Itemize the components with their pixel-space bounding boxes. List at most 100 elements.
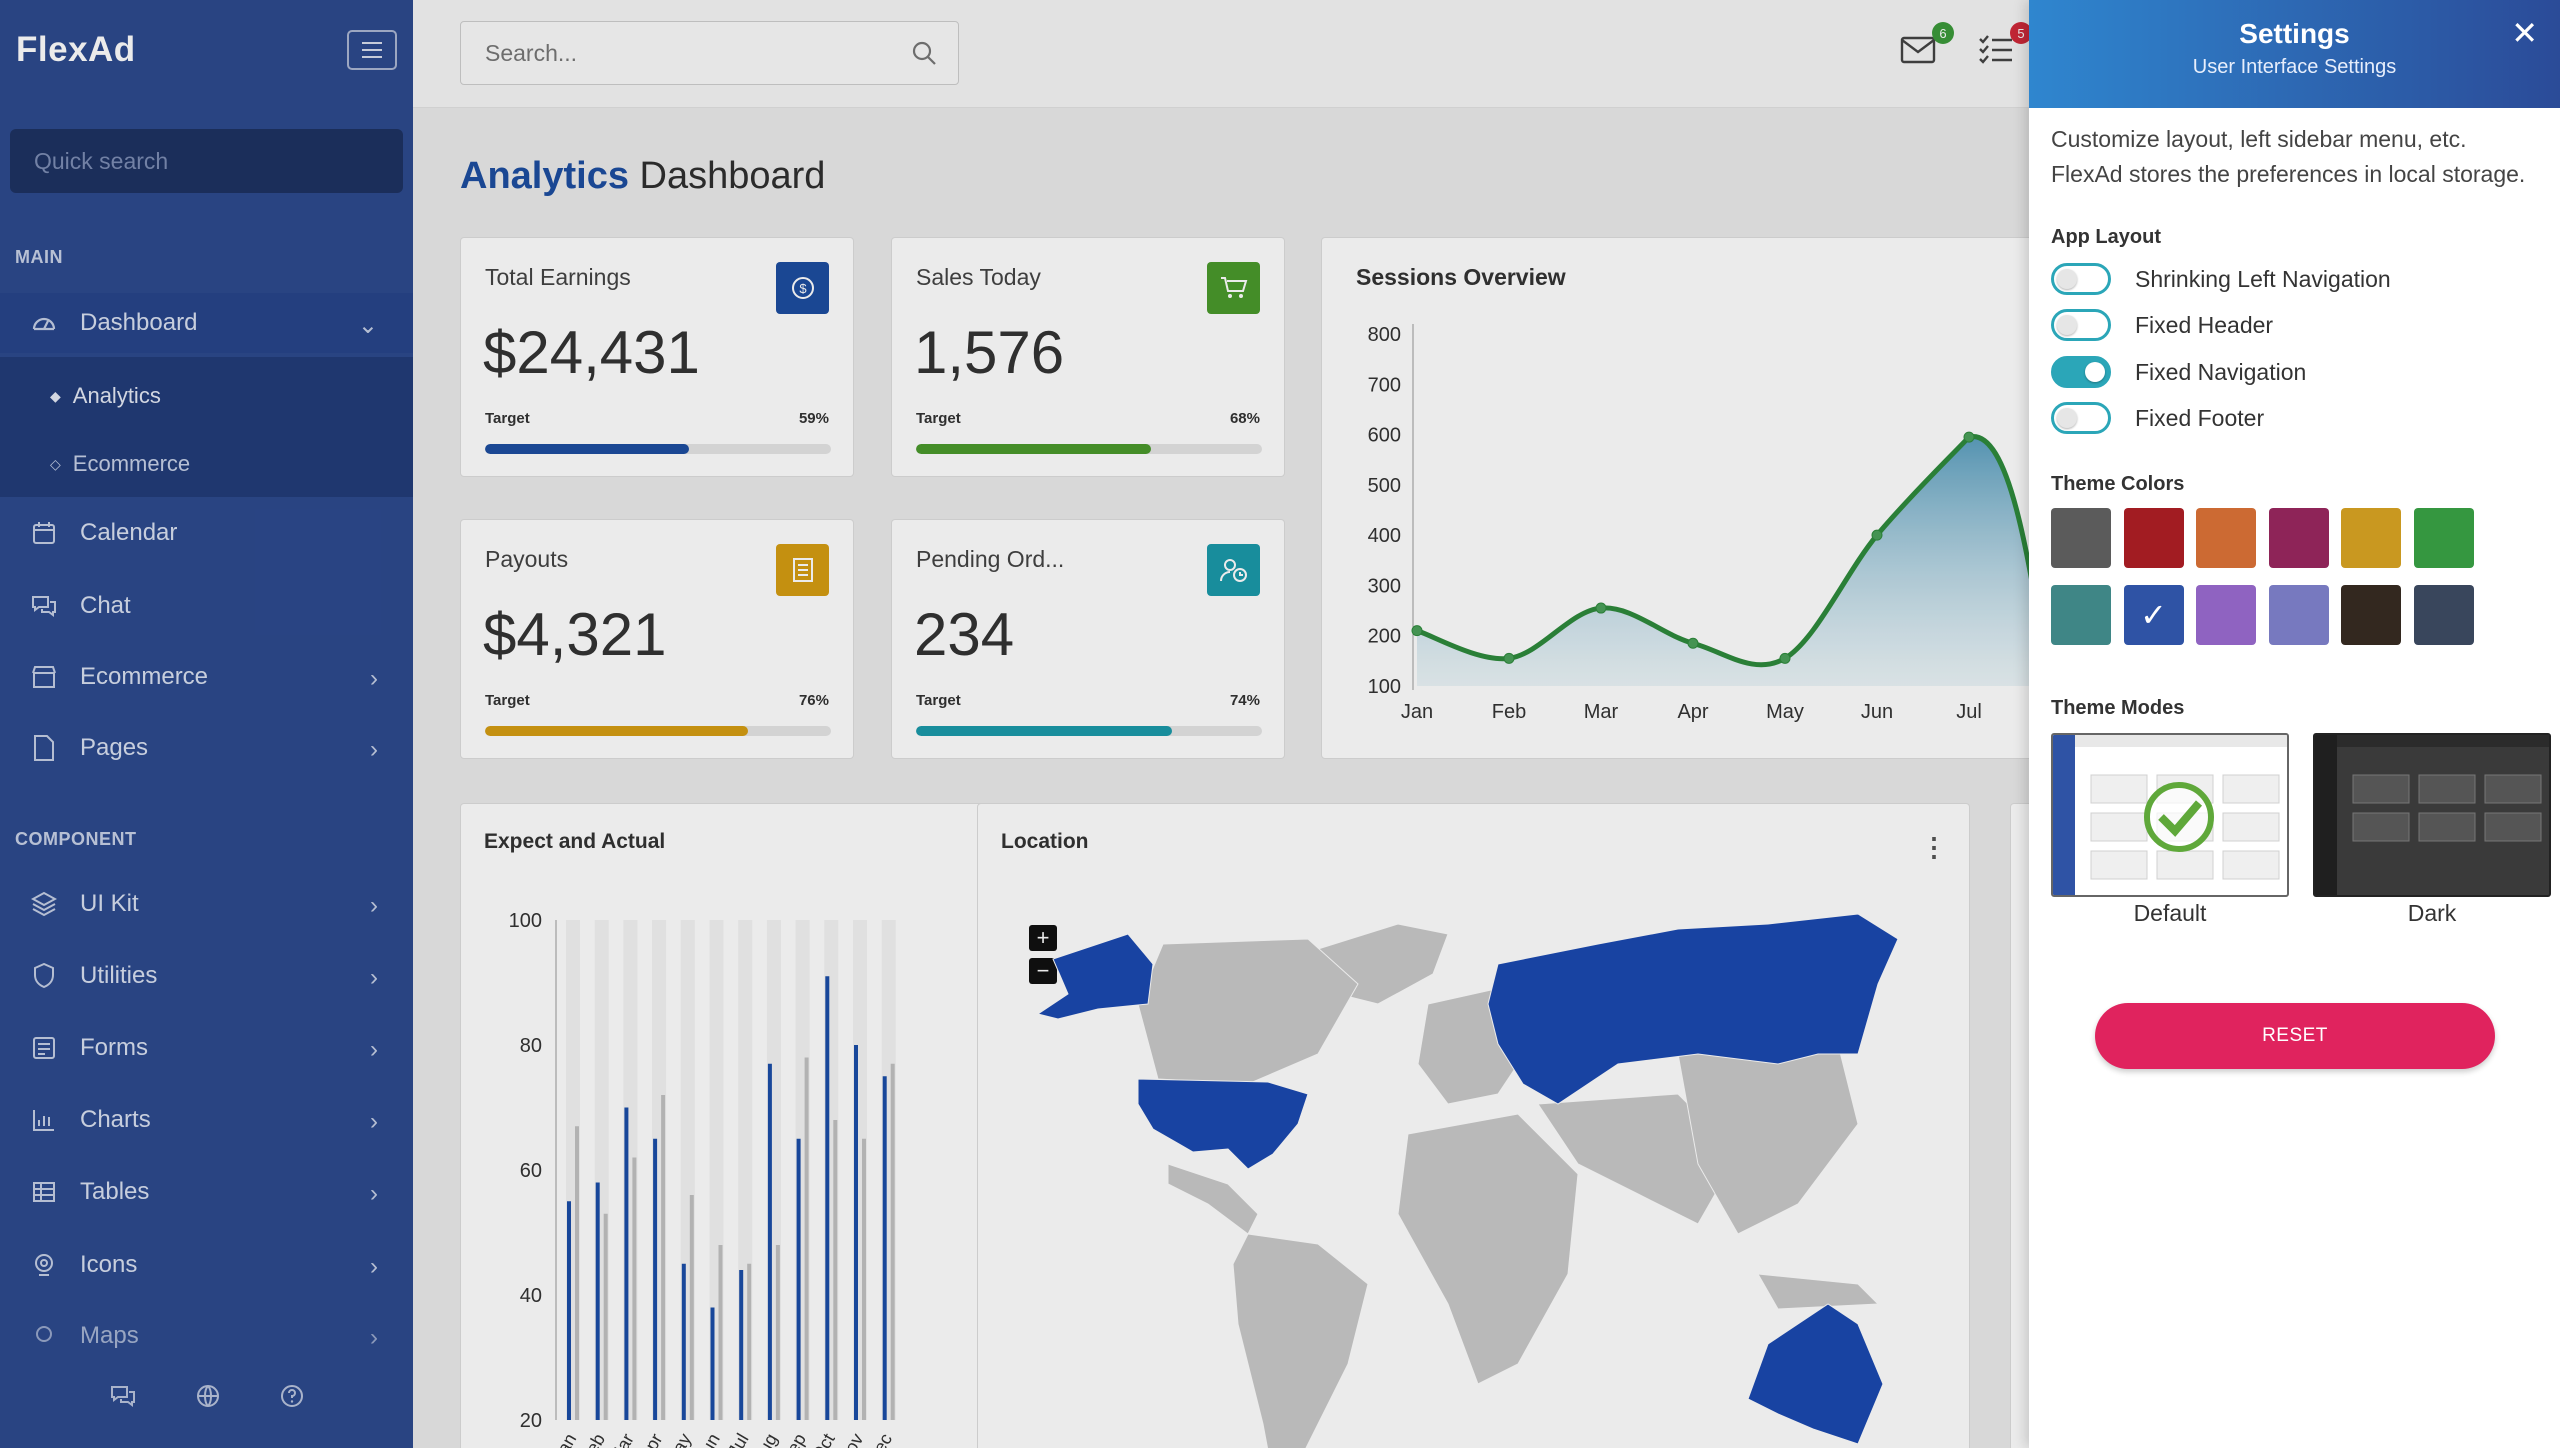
chevron-right-icon: › [370,892,378,919]
close-icon[interactable]: ✕ [2511,15,2538,51]
sidebar-subitem-analytics[interactable]: ◆ Analytics [50,383,161,409]
theme-color-swatch[interactable] [2341,508,2401,568]
sidebar-item-ui-kit[interactable]: UI Kit › [0,874,413,934]
x-tick-label: Apr [635,1430,666,1448]
map-zoom-out-button[interactable]: − [1029,958,1057,984]
x-tick-label: Nov [834,1430,867,1448]
theme-color-swatch[interactable] [2268,585,2329,645]
chat-footer-icon[interactable] [110,1384,136,1415]
mail-button[interactable]: 6 [1900,22,1954,70]
theme-colors-heading: Theme Colors [2051,473,2185,495]
table-icon [30,1178,58,1206]
shield-icon [30,962,58,990]
toggle-fixed-footer[interactable] [2051,402,2111,434]
theme-color-swatch[interactable] [2268,508,2329,568]
theme-color-swatch[interactable] [2196,508,2256,568]
sessions-chart: 100 200 300 400 500 600 700 800 Jan Feb Mar Apr May J… [1368,324,2052,723]
toggle-knob [2057,408,2077,428]
bar-series-1 [681,1263,686,1420]
checklist-icon [1979,35,2012,64]
globe-icon[interactable] [196,1384,220,1415]
settings-title: Settings [2239,18,2350,49]
dark-mode-preview-icon [2315,735,2549,895]
toggle-shrinking-left-navigation[interactable] [2051,263,2111,295]
sidebar-item-charts[interactable]: Charts › [0,1090,413,1150]
settings-description: Customize layout, left sidebar menu, etc… [2051,122,2551,192]
hamburger-menu-button[interactable] [347,30,397,70]
page-title-rest: Dashboard [628,155,826,197]
sidebar-subitem-label: Ecommerce [72,451,191,476]
x-tick-label: Dec [863,1430,896,1448]
page-icon [30,734,58,762]
sidebar-item-maps[interactable]: Maps › [0,1306,413,1366]
toggle-fixed-header[interactable] [2051,309,2111,341]
x-tick-label: Feb [1492,701,1526,723]
dollar-icon: $ [776,262,829,314]
help-icon[interactable] [280,1384,304,1415]
y-tick-label: 300 [1368,575,1401,597]
theme-color-swatch[interactable] [2051,508,2111,568]
theme-color-swatch[interactable] [2196,585,2256,645]
sidebar-header: FlexAd [0,0,413,100]
sidebar-item-tables[interactable]: Tables › [0,1162,413,1222]
sidebar-item-icons[interactable]: Icons › [0,1235,413,1295]
theme-color-swatch[interactable] [2051,585,2111,645]
bar-series-2 [804,1057,809,1420]
search-input[interactable]: Search... [460,21,959,85]
icons-icon [30,1251,58,1279]
sidebar-subitem-ecommerce[interactable]: ◇ Ecommerce [50,451,190,477]
progress-fill [916,726,1173,736]
theme-mode-default[interactable] [2051,733,2289,897]
bar-series-1 [854,1045,858,1420]
sidebar-item-label: Pages [80,734,149,761]
card-title: Expect and Actual [484,830,666,853]
stat-label: Pending Ord... [916,546,1065,572]
y-tick-label: 200 [1368,626,1401,648]
sidebar-item-label: Charts [80,1106,151,1133]
layers-icon [30,890,58,918]
stat-value: 234 [914,601,1015,668]
map-zoom-in-button[interactable]: + [1029,925,1057,951]
search-icon[interactable] [910,39,938,73]
sidebar-item-pages[interactable]: Pages › [0,718,413,778]
user-clock-icon [1207,544,1260,596]
progress-fill [916,444,1152,454]
theme-color-swatch[interactable] [2341,585,2401,645]
sidebar-item-label: Maps [80,1322,139,1349]
sessions-point [1411,625,1423,637]
sidebar-item-calendar[interactable]: Calendar [0,503,413,563]
settings-header: Settings User Interface Settings ✕ [2029,0,2560,108]
stat-label: Total Earnings [485,264,631,290]
x-tick-label: May [1766,701,1804,723]
theme-mode-dark[interactable] [2313,733,2551,897]
app-logo: FlexAd [16,30,136,69]
more-options-icon[interactable]: ⋮ [1921,832,1947,862]
theme-color-swatch[interactable]: ✓ [2123,585,2184,645]
y-tick-label: 100 [1368,676,1401,698]
sidebar: FlexAd Quick search MAIN Dashboard ⌄ ◆ An… [0,0,413,1448]
bar-series-2 [890,1063,895,1420]
sidebar-item-forms[interactable]: Forms › [0,1018,413,1078]
sessions-point [1779,652,1791,664]
theme-color-swatch[interactable] [2413,585,2474,645]
menu-icon-line [362,49,382,51]
reset-button[interactable]: RESET [2095,1003,2495,1069]
quick-search-input[interactable]: Quick search [10,129,403,193]
russia-shape [1487,913,1899,1105]
sidebar-item-chat[interactable]: Chat [0,576,413,636]
toggle-fixed-navigation[interactable] [2051,356,2111,388]
theme-color-swatch[interactable] [2413,508,2474,568]
map-icon [30,1322,58,1350]
tasks-button[interactable]: 5 [1978,22,2032,70]
stat-card-payouts: Payouts $4,321 Target 76% [460,519,854,759]
x-tick-label: Jul [724,1430,753,1448]
menu-icon-line [362,56,382,58]
chevron-right-icon: › [370,1108,378,1135]
sidebar-footer [0,1350,413,1448]
theme-color-swatch[interactable] [2123,508,2184,568]
x-tick-label: Jun [1861,701,1893,723]
sidebar-item-utilities[interactable]: Utilities › [0,946,413,1006]
sidebar-item-ecommerce[interactable]: Ecommerce › [0,647,413,707]
bar-series-2 [632,1157,637,1420]
sidebar-item-dashboard[interactable]: Dashboard ⌄ [0,293,413,353]
